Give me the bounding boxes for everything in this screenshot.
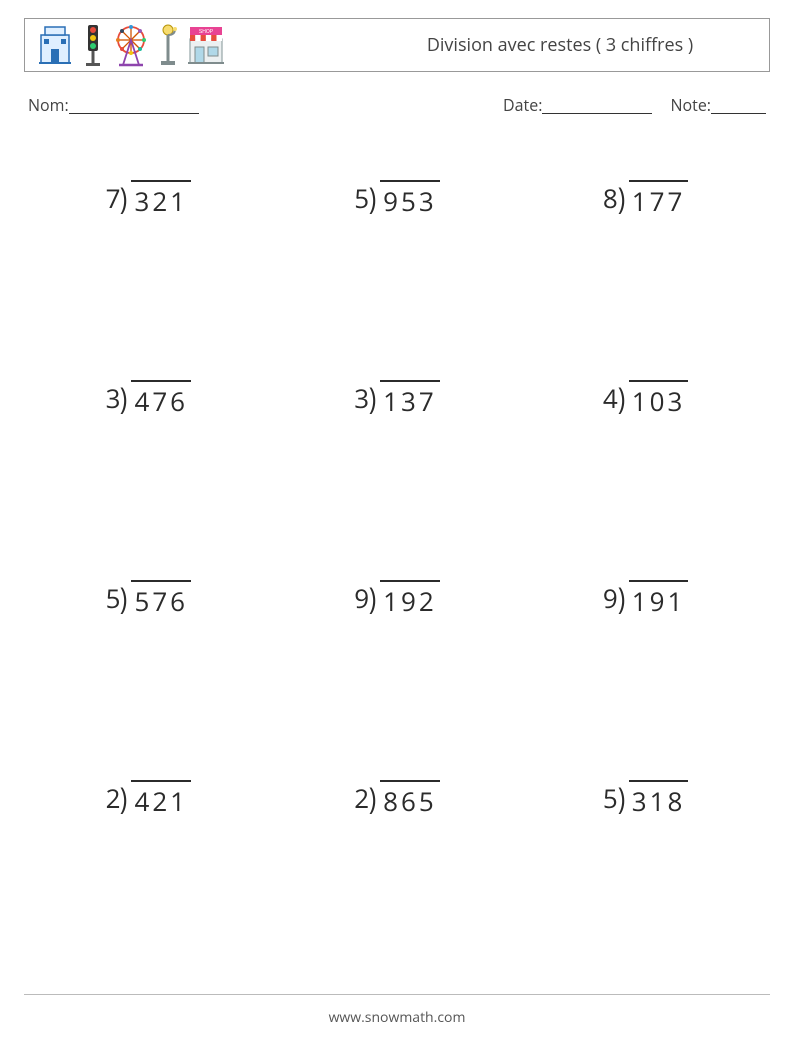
division-problem: 7321	[106, 146, 191, 219]
dividend: 137	[380, 380, 440, 419]
date-blank[interactable]	[542, 97, 652, 114]
dividend: 321	[131, 180, 191, 219]
dividend: 318	[629, 780, 689, 819]
long-division-bracket: 318	[621, 780, 689, 819]
ferris-wheel-icon	[111, 23, 151, 67]
long-division-bracket: 865	[372, 780, 440, 819]
dividend: 177	[629, 180, 689, 219]
worksheet-title: Division avec restes ( 3 chiffres )	[227, 33, 753, 57]
division-problem: 9192	[354, 546, 439, 619]
meta-row: Nom: Date: Note:	[24, 94, 770, 116]
street-lamp-icon	[155, 23, 181, 67]
long-division-bracket: 576	[123, 580, 191, 619]
long-division-bracket: 103	[621, 380, 689, 419]
division-problem: 2421	[106, 746, 191, 819]
dividend: 576	[131, 580, 191, 619]
long-division-bracket: 476	[123, 380, 191, 419]
dividend: 476	[131, 380, 191, 419]
division-problem: 5576	[106, 546, 191, 619]
date-label: Date:	[503, 94, 542, 116]
header-icons: SHOP	[35, 23, 227, 67]
note-label: Note:	[670, 94, 711, 116]
police-building-icon	[35, 23, 75, 67]
note-blank[interactable]	[711, 97, 766, 114]
division-problem: 3476	[106, 346, 191, 419]
dividend: 865	[380, 780, 440, 819]
long-division-bracket: 191	[621, 580, 689, 619]
long-division-bracket: 177	[621, 180, 689, 219]
problems-grid: 7321 5953 8177 3476 3137 4103 5576 9192 9191 2421…	[24, 146, 770, 946]
shop-sign-text: SHOP	[199, 29, 214, 35]
dividend: 953	[380, 180, 440, 219]
shop-icon: SHOP	[185, 23, 227, 67]
header: SHOP Division avec restes ( 3 chiffres )	[24, 18, 770, 72]
division-problem: 3137	[354, 346, 439, 419]
division-problem: 4103	[603, 346, 688, 419]
long-division-bracket: 953	[372, 180, 440, 219]
long-division-bracket: 321	[123, 180, 191, 219]
dividend: 192	[380, 580, 440, 619]
division-problem: 5318	[603, 746, 688, 819]
dividend: 421	[131, 780, 191, 819]
division-problem: 8177	[603, 146, 688, 219]
worksheet-page: SHOP Division avec restes ( 3 chiffres )…	[0, 0, 794, 1053]
name-label: Nom:	[28, 94, 69, 116]
division-problem: 2865	[354, 746, 439, 819]
long-division-bracket: 137	[372, 380, 440, 419]
division-problem: 9191	[603, 546, 688, 619]
long-division-bracket: 421	[123, 780, 191, 819]
name-blank[interactable]	[69, 97, 199, 114]
division-problem: 5953	[354, 146, 439, 219]
footer-divider	[24, 994, 770, 995]
dividend: 191	[629, 580, 689, 619]
long-division-bracket: 192	[372, 580, 440, 619]
traffic-light-icon	[79, 23, 107, 67]
footer-text: www.snowmath.com	[0, 1008, 794, 1027]
dividend: 103	[629, 380, 689, 419]
